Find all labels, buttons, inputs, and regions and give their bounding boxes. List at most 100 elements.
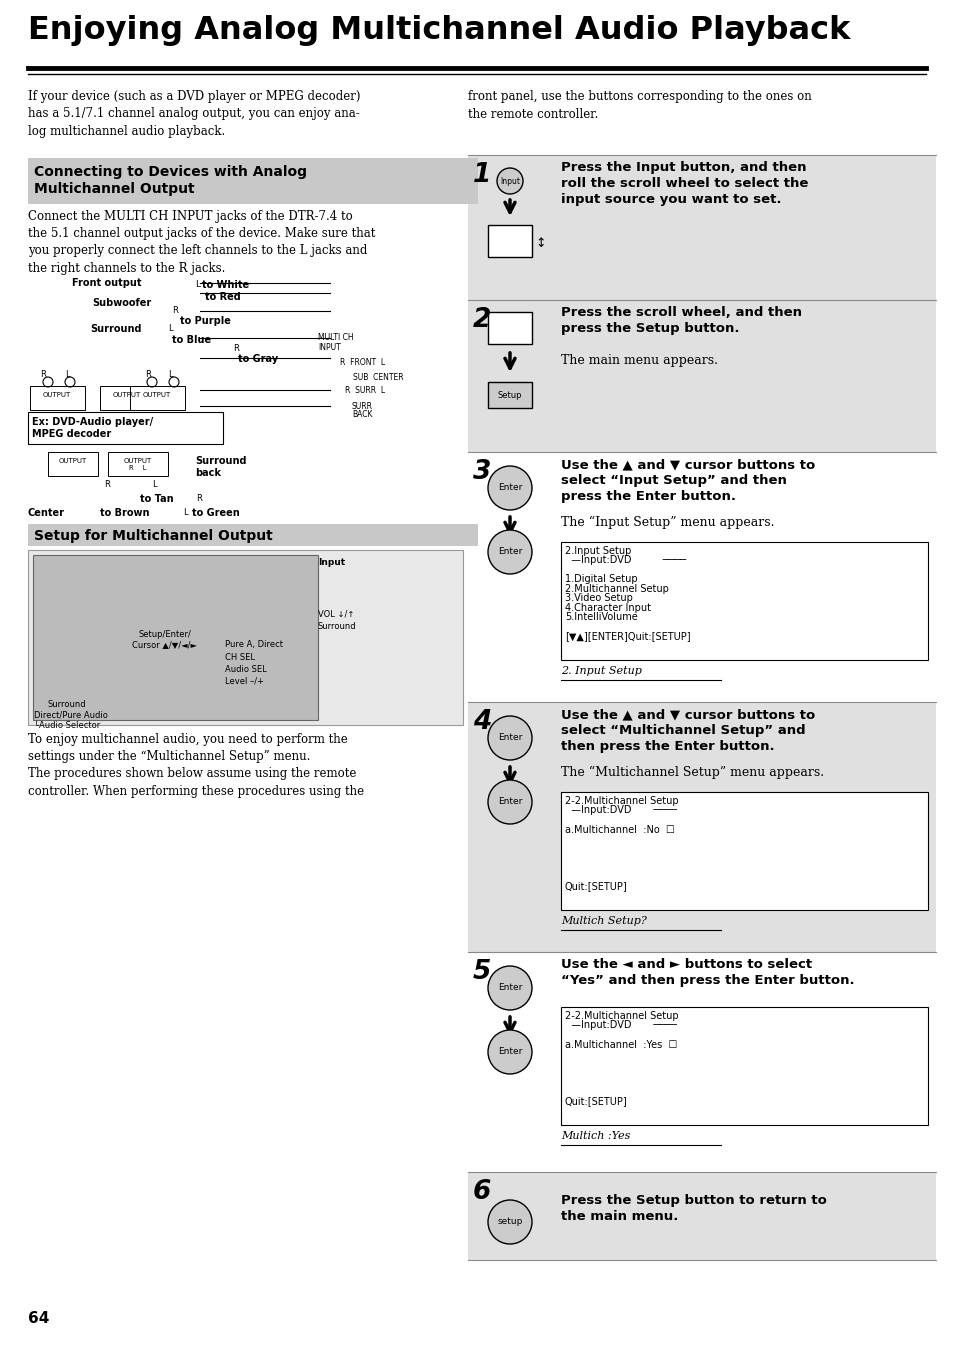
Text: OUTPUT
R    L: OUTPUT R L (124, 458, 152, 470)
Text: R: R (40, 369, 46, 379)
FancyBboxPatch shape (468, 1171, 935, 1260)
FancyBboxPatch shape (468, 452, 935, 702)
Text: 4.Character Input: 4.Character Input (564, 603, 650, 613)
Text: R: R (145, 369, 151, 379)
Text: 6: 6 (473, 1180, 491, 1205)
Text: Connect the MULTI CH INPUT jacks of the DTR-7.4 to
the 5.1 channel output jacks : Connect the MULTI CH INPUT jacks of the … (28, 210, 375, 275)
Circle shape (488, 967, 532, 1010)
Text: Enter: Enter (497, 547, 521, 557)
Text: BACK: BACK (352, 410, 372, 419)
Text: Multich Setup?: Multich Setup? (560, 917, 646, 926)
FancyBboxPatch shape (488, 311, 532, 344)
FancyBboxPatch shape (48, 452, 98, 476)
FancyBboxPatch shape (33, 555, 317, 720)
Text: Enter: Enter (497, 984, 521, 992)
Text: OUTPUT: OUTPUT (43, 392, 71, 398)
Text: L: L (168, 369, 172, 379)
Text: front panel, use the buttons corresponding to the ones on
the remote controller.: front panel, use the buttons correspondi… (468, 90, 811, 120)
Text: If your device (such as a DVD player or MPEG decoder)
has a 5.1/7.1 channel anal: If your device (such as a DVD player or … (28, 90, 360, 137)
Text: Enjoying Analog Multichannel Audio Playback: Enjoying Analog Multichannel Audio Playb… (28, 15, 849, 46)
Circle shape (488, 1200, 532, 1244)
Text: Level –/+: Level –/+ (225, 677, 264, 686)
Text: L: L (152, 480, 156, 489)
Text: Enter: Enter (497, 733, 521, 743)
FancyBboxPatch shape (468, 702, 935, 952)
Circle shape (488, 466, 532, 510)
FancyBboxPatch shape (488, 225, 532, 257)
FancyBboxPatch shape (468, 155, 935, 301)
Circle shape (488, 1030, 532, 1074)
Text: 2-2.Multichannel Setup: 2-2.Multichannel Setup (564, 797, 678, 806)
FancyBboxPatch shape (468, 301, 935, 452)
Circle shape (497, 168, 522, 194)
Text: Input: Input (499, 177, 519, 186)
Text: Enter: Enter (497, 1047, 521, 1057)
Text: R: R (172, 306, 177, 315)
Text: a.Multichannel  :Yes  ☐: a.Multichannel :Yes ☐ (564, 1039, 677, 1050)
Text: —Input:DVD       ────: —Input:DVD ──── (564, 1020, 677, 1030)
FancyBboxPatch shape (130, 386, 185, 410)
Text: setup: setup (497, 1217, 522, 1227)
Text: L: L (168, 324, 172, 333)
Text: Audio SEL: Audio SEL (225, 665, 267, 674)
Text: Subwoofer: Subwoofer (91, 298, 152, 307)
Text: The “Input Setup” menu appears.: The “Input Setup” menu appears. (560, 516, 774, 530)
Text: Input: Input (317, 558, 345, 568)
Text: Use the ▲ and ▼ cursor buttons to
select “Input Setup” and then
press the Enter : Use the ▲ and ▼ cursor buttons to select… (560, 458, 815, 503)
Text: to White: to White (202, 280, 249, 290)
Text: ↕: ↕ (535, 237, 545, 249)
Text: —Input:DVD       ────: —Input:DVD ──── (564, 806, 677, 816)
FancyBboxPatch shape (28, 550, 462, 725)
Text: to Tan: to Tan (140, 493, 173, 504)
FancyBboxPatch shape (28, 524, 477, 546)
FancyBboxPatch shape (28, 158, 477, 204)
Text: —Input:DVD          ────: —Input:DVD ──── (564, 555, 685, 566)
Text: Enter: Enter (497, 484, 521, 492)
Text: Connecting to Devices with Analog
Multichannel Output: Connecting to Devices with Analog Multic… (34, 164, 307, 197)
Text: └Audio Selector: └Audio Selector (34, 721, 100, 731)
Text: 4: 4 (473, 709, 491, 735)
Text: Ex: DVD-Audio player/
MPEG decoder: Ex: DVD-Audio player/ MPEG decoder (32, 417, 153, 439)
Text: 2.Multichannel Setup: 2.Multichannel Setup (564, 584, 668, 594)
Text: Press the Setup button to return to
the main menu.: Press the Setup button to return to the … (560, 1194, 826, 1223)
Text: 3: 3 (473, 460, 491, 485)
Text: MULTI CH
INPUT: MULTI CH INPUT (317, 333, 354, 352)
Text: L: L (65, 369, 70, 379)
Text: L: L (194, 280, 200, 288)
Text: 1: 1 (473, 162, 491, 187)
Text: Direct/Pure Audio: Direct/Pure Audio (34, 710, 108, 720)
Text: The “Multichannel Setup” menu appears.: The “Multichannel Setup” menu appears. (560, 766, 823, 779)
Text: Use the ◄ and ► buttons to select
“Yes” and then press the Enter button.: Use the ◄ and ► buttons to select “Yes” … (560, 958, 854, 987)
Text: The main menu appears.: The main menu appears. (560, 355, 718, 367)
Text: SUB  CENTER: SUB CENTER (353, 373, 403, 381)
Text: Surround: Surround (317, 621, 356, 631)
Circle shape (488, 530, 532, 574)
Text: Center: Center (28, 508, 65, 518)
Text: CH SEL: CH SEL (225, 652, 254, 662)
Text: 3.Video Setup: 3.Video Setup (564, 593, 632, 604)
FancyBboxPatch shape (100, 386, 154, 410)
Text: OUTPUT: OUTPUT (143, 392, 171, 398)
Text: Enter: Enter (497, 798, 521, 806)
Text: [▼▲][ENTER]Quit:[SETUP]: [▼▲][ENTER]Quit:[SETUP] (564, 631, 690, 642)
Text: Multich :Yes: Multich :Yes (560, 1131, 630, 1140)
Text: Surround
back: Surround back (194, 456, 246, 479)
Text: to Brown: to Brown (100, 508, 150, 518)
Text: VOL ↓/↑: VOL ↓/↑ (317, 611, 354, 619)
Text: to Red: to Red (205, 293, 240, 302)
Text: to Gray: to Gray (237, 355, 278, 364)
FancyBboxPatch shape (108, 452, 168, 476)
Text: Quit:[SETUP]: Quit:[SETUP] (564, 882, 627, 891)
FancyBboxPatch shape (560, 542, 927, 661)
FancyBboxPatch shape (28, 412, 223, 443)
Text: 2: 2 (473, 307, 491, 333)
Text: 5.IntelliVolume: 5.IntelliVolume (564, 612, 638, 623)
Circle shape (488, 780, 532, 824)
FancyBboxPatch shape (560, 1007, 927, 1126)
Text: Pure A, Direct: Pure A, Direct (225, 640, 283, 648)
Circle shape (488, 716, 532, 760)
FancyBboxPatch shape (30, 386, 85, 410)
Text: to Purple: to Purple (180, 315, 231, 326)
Text: 2-2.Multichannel Setup: 2-2.Multichannel Setup (564, 1011, 678, 1020)
Text: SURR: SURR (352, 402, 373, 411)
